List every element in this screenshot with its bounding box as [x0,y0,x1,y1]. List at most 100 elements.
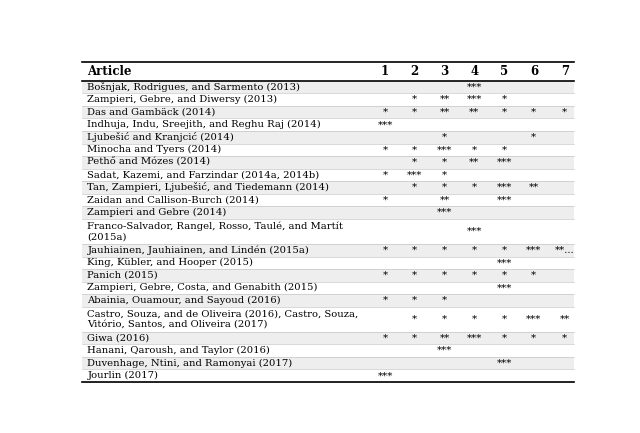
Text: *: * [502,271,507,280]
Text: *: * [442,296,447,305]
Text: *: * [383,246,388,255]
Text: Franco-Salvador, Rangel, Rosso, Taulé, and Martít
(2015a): Franco-Salvador, Rangel, Rosso, Taulé, a… [88,221,343,241]
Text: *: * [502,246,507,255]
Text: *: * [531,271,536,280]
Text: ***: *** [497,196,512,204]
Bar [83,206,573,219]
Bar [83,244,573,256]
Text: 7: 7 [561,65,569,78]
Text: ***: *** [378,371,393,380]
Text: **: ** [440,333,450,343]
Text: *: * [442,133,447,142]
Text: Bošnjak, Rodrigues, and Sarmento (2013): Bošnjak, Rodrigues, and Sarmento (2013) [88,82,300,92]
Bar [83,281,573,294]
Text: ***: *** [497,158,512,167]
Text: ***: *** [497,283,512,292]
Text: ***: *** [437,346,452,355]
Bar [83,168,573,181]
Text: ***: *** [526,315,541,324]
Text: ***: *** [526,246,541,255]
Text: *: * [383,171,388,179]
Text: *: * [442,271,447,280]
Text: **: ** [440,108,450,116]
Text: **: ** [529,183,539,192]
Text: **: ** [560,315,570,324]
Bar [83,357,573,369]
Text: *: * [412,315,417,324]
Text: Zampieri, Gebre, and Diwersy (2013): Zampieri, Gebre, and Diwersy (2013) [88,95,278,104]
Bar [83,181,573,194]
Text: *: * [383,271,388,280]
Bar [83,369,573,382]
Text: ***: *** [497,183,512,192]
Text: Zampieri and Gebre (2014): Zampieri and Gebre (2014) [88,208,227,217]
Text: Das and Gambäck (2014): Das and Gambäck (2014) [88,108,216,116]
Text: **: ** [469,108,479,116]
Text: *: * [502,333,507,343]
Text: Indhuja, Indu, Sreejith, and Reghu Raj (2014): Indhuja, Indu, Sreejith, and Reghu Raj (… [88,120,321,129]
Text: *: * [383,196,388,204]
Text: *: * [502,95,507,104]
Text: *: * [472,183,477,192]
Text: *: * [412,183,417,192]
Bar [83,94,573,106]
Text: *: * [412,95,417,104]
Text: ***: *** [497,259,512,267]
Bar [83,269,573,281]
Text: ***: *** [467,227,482,236]
Text: Ljubešić and Kranjcić (2014): Ljubešić and Kranjcić (2014) [88,132,234,142]
Bar [83,256,573,269]
Text: Article: Article [88,65,132,78]
Text: Hanani, Qaroush, and Taylor (2016): Hanani, Qaroush, and Taylor (2016) [88,346,270,355]
Text: Giwa (2016): Giwa (2016) [88,333,150,343]
Text: *: * [442,183,447,192]
Text: **: ** [440,95,450,104]
Text: *: * [472,271,477,280]
Text: Jauhiainen, Jauhiainen, and Lindén (2015a): Jauhiainen, Jauhiainen, and Lindén (2015… [88,246,309,255]
Text: *: * [383,296,388,305]
Text: 5: 5 [500,65,508,78]
Bar [83,156,573,168]
Text: Pethő and Mózes (2014): Pethő and Mózes (2014) [88,158,211,167]
Text: **: ** [440,196,450,204]
Text: Zampieri, Gebre, Costa, and Genabith (2015): Zampieri, Gebre, Costa, and Genabith (20… [88,283,318,292]
Bar [83,106,573,119]
Text: *: * [412,145,417,154]
Text: ***: *** [497,359,512,368]
Text: 4: 4 [470,65,478,78]
Text: Tan, Zampieri, Ljubešić, and Tiedemann (2014): Tan, Zampieri, Ljubešić, and Tiedemann (… [88,182,330,193]
Text: *: * [472,145,477,154]
Text: *: * [412,108,417,116]
Text: *: * [442,246,447,255]
Text: ***: *** [437,145,452,154]
Text: *: * [383,108,388,116]
Text: **: ** [469,158,479,167]
Text: *: * [412,271,417,280]
Text: *: * [412,333,417,343]
Text: *: * [531,333,536,343]
Text: *: * [383,333,388,343]
Bar [83,81,573,94]
Text: *: * [472,246,477,255]
Text: **...: **... [555,246,575,255]
Text: Panich (2015): Panich (2015) [88,271,158,280]
Text: 1: 1 [381,65,389,78]
Text: Duvenhage, Ntini, and Ramonyai (2017): Duvenhage, Ntini, and Ramonyai (2017) [88,359,292,368]
Text: 2: 2 [411,65,419,78]
Text: ***: *** [407,171,422,179]
Text: *: * [502,108,507,116]
Bar [83,307,573,332]
Text: Jourlin (2017): Jourlin (2017) [88,371,159,380]
Text: ***: *** [467,83,482,91]
Text: Abainia, Ouamour, and Sayoud (2016): Abainia, Ouamour, and Sayoud (2016) [88,296,281,305]
Bar [83,119,573,131]
Bar [83,344,573,357]
Text: *: * [412,246,417,255]
Text: Castro, Souza, and de Oliveira (2016), Castro, Souza,
Vitório, Santos, and Olive: Castro, Souza, and de Oliveira (2016), C… [88,310,358,329]
Text: Sadat, Kazemi, and Farzindar (2014a, 2014b): Sadat, Kazemi, and Farzindar (2014a, 201… [88,171,320,179]
Text: ***: *** [437,208,452,217]
Bar [83,194,573,206]
Text: *: * [563,108,568,116]
Text: *: * [412,296,417,305]
Bar [83,332,573,344]
